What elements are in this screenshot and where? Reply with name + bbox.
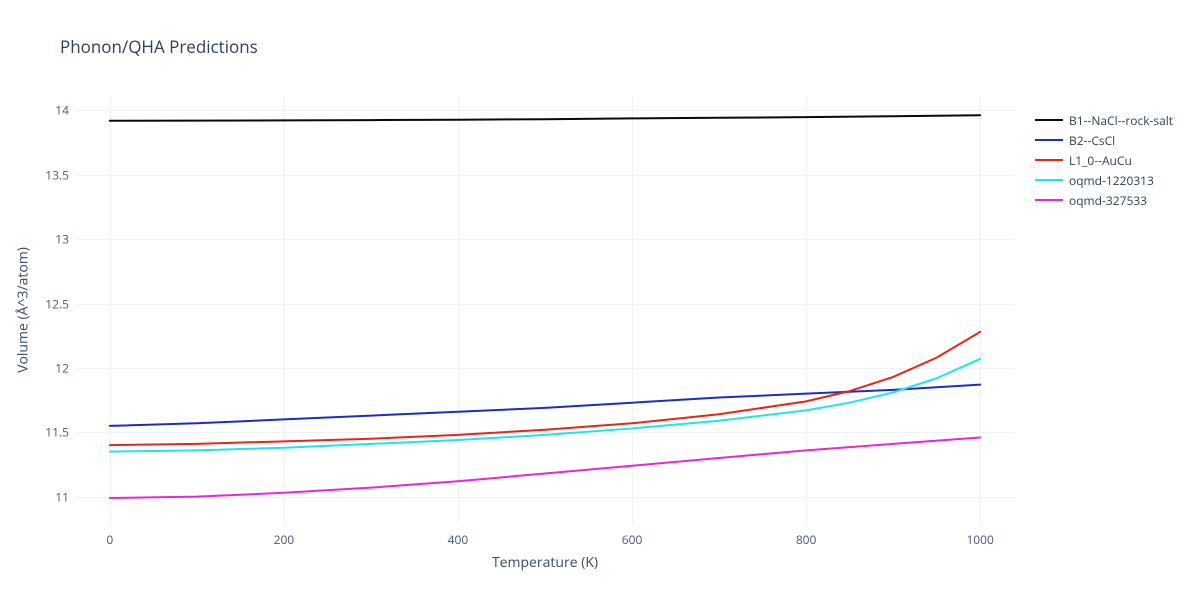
legend-swatch [1035, 159, 1063, 161]
series-line [110, 359, 980, 452]
legend: B1--NaCl--rock-salt B2--CsCl L1_0--AuCuoqm… [1035, 110, 1173, 210]
legend-swatch [1035, 199, 1063, 201]
y-tick-label: 14 [45, 102, 69, 119]
legend-item[interactable]: oqmd-327533 [1035, 190, 1173, 210]
series-svg [75, 95, 1015, 525]
y-tick-label: 12 [45, 359, 69, 376]
y-axis-label: Volume (Å^3/atom) [14, 247, 33, 373]
chart-title: Phonon/QHA Predictions [60, 35, 258, 58]
x-tick-label: 600 [622, 531, 643, 548]
x-axis-label: Temperature (K) [492, 553, 598, 572]
x-tick-label: 0 [106, 531, 113, 548]
x-tick-label: 400 [448, 531, 469, 548]
chart-container: Phonon/QHA Predictions 0 200 400 600 800 1000… [0, 0, 1200, 600]
series-line [110, 332, 980, 445]
legend-item[interactable]: B2--CsCl [1035, 130, 1173, 150]
legend-label: oqmd-1220313 [1069, 172, 1154, 189]
y-tick-label: 11 [45, 488, 69, 505]
legend-label: L1_0--AuCu [1069, 152, 1132, 169]
y-tick-label: 11.5 [45, 424, 69, 441]
x-tick-label: 200 [274, 531, 295, 548]
legend-item[interactable]: oqmd-1220313 [1035, 170, 1173, 190]
series-line [110, 115, 980, 121]
y-tick-label: 12.5 [45, 295, 69, 312]
y-tick-label: 13 [45, 231, 69, 248]
legend-label: B2--CsCl [1069, 132, 1115, 149]
legend-item[interactable]: L1_0--AuCu [1035, 150, 1173, 170]
plot-area [75, 95, 1015, 525]
x-tick-label: 1000 [966, 531, 993, 548]
legend-label: oqmd-327533 [1069, 192, 1147, 209]
legend-swatch [1035, 179, 1063, 181]
series-line [110, 437, 980, 498]
legend-label: B1--NaCl--rock-salt [1069, 112, 1173, 129]
legend-swatch [1035, 139, 1063, 141]
legend-item[interactable]: B1--NaCl--rock-salt [1035, 110, 1173, 130]
legend-swatch [1035, 119, 1063, 121]
y-tick-label: 13.5 [45, 166, 69, 183]
x-tick-label: 800 [796, 531, 817, 548]
